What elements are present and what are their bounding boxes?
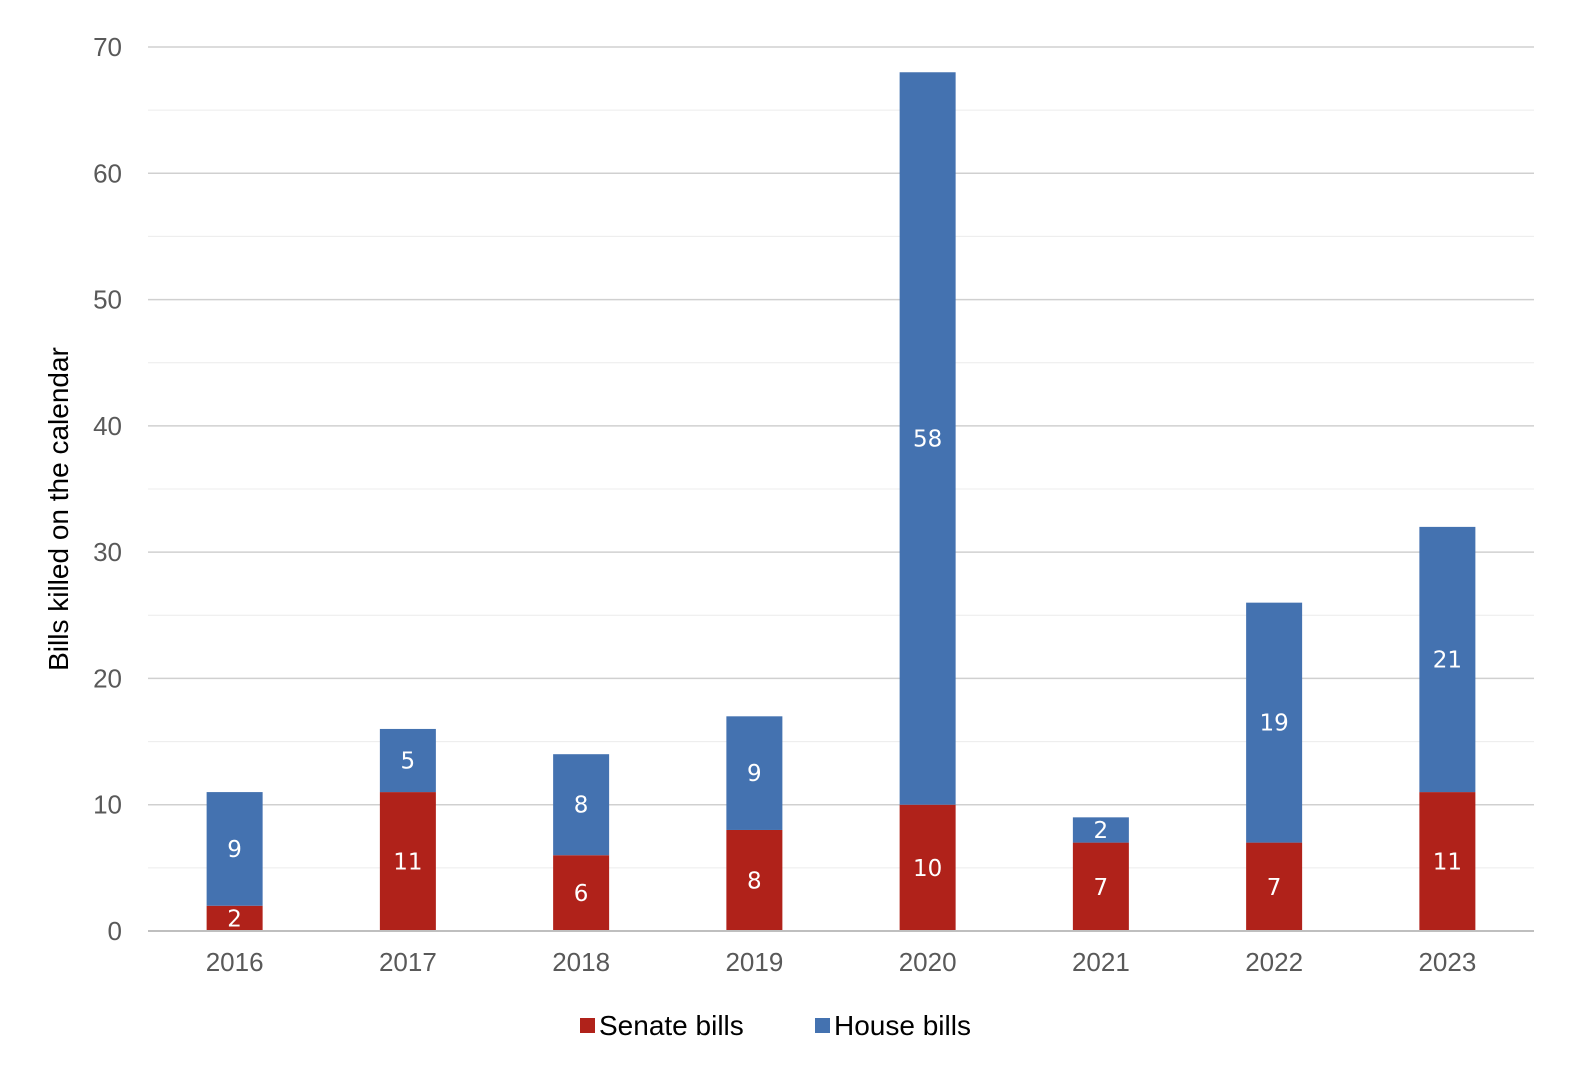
- data-label-house-2018: 8: [574, 793, 589, 819]
- bar-house-2021: [1072, 817, 1129, 843]
- data-label-senate-2023: 11: [1433, 850, 1462, 876]
- data-label-house-2023: 21: [1433, 647, 1462, 673]
- x-tick-label: 2016: [206, 947, 264, 977]
- data-label-house-2022: 19: [1259, 711, 1288, 737]
- bar-house-2023: [1419, 526, 1476, 793]
- x-tick-label: 2020: [899, 947, 957, 977]
- x-tick-label: 2023: [1418, 947, 1476, 977]
- data-label-senate-2016: 2: [227, 906, 242, 932]
- gridlines: [148, 46, 1534, 869]
- data-label-senate-2017: 11: [393, 850, 422, 876]
- x-axis-ticks: 2016 2017 2018 2019 2020 2021 2022 2023: [206, 947, 1477, 977]
- x-tick-label: 2019: [725, 947, 783, 977]
- bars: [206, 72, 1476, 931]
- y-tick-label: 0: [108, 916, 122, 946]
- data-label-house-2020: 58: [913, 426, 942, 452]
- bar-senate-2023: [1419, 792, 1476, 931]
- y-tick-label: 10: [93, 790, 122, 820]
- x-tick-label: 2022: [1245, 947, 1303, 977]
- data-label-senate-2019: 8: [747, 868, 762, 894]
- legend-swatch-house: [815, 1018, 830, 1033]
- y-tick-label: 40: [93, 411, 122, 441]
- bar-senate-2017: [379, 792, 436, 931]
- legend-swatch-senate: [580, 1018, 595, 1033]
- data-label-senate-2022: 7: [1267, 875, 1282, 901]
- bar-senate-2019: [726, 829, 783, 931]
- y-tick-label: 70: [93, 32, 122, 62]
- y-axis-label: Bills killed on the calendar: [43, 347, 74, 671]
- y-tick-label: 30: [93, 537, 122, 567]
- bar-senate-2018: [553, 855, 610, 931]
- bar-house-2018: [553, 754, 610, 856]
- y-axis-ticks: 0 10 20 30 40 50 60 70: [93, 32, 122, 946]
- data-label-senate-2020: 10: [913, 856, 942, 882]
- bar-house-2020: [899, 72, 956, 805]
- bar-house-2019: [726, 716, 783, 830]
- data-label-senate-2018: 6: [574, 881, 589, 907]
- y-tick-label: 20: [93, 663, 122, 693]
- data-label-senate-2021: 7: [1094, 875, 1109, 901]
- bar-house-2022: [1246, 602, 1303, 843]
- data-label-house-2016: 9: [227, 837, 242, 863]
- data-label-house-2019: 9: [747, 761, 762, 787]
- bar-senate-2021: [1072, 842, 1129, 931]
- data-label-house-2021: 2: [1094, 818, 1109, 844]
- bar-house-2017: [379, 728, 436, 793]
- legend: Senate bills House bills: [580, 1010, 971, 1041]
- bar-house-2016: [206, 792, 263, 906]
- y-tick-label: 60: [93, 158, 122, 188]
- bar-senate-2020: [899, 804, 956, 931]
- legend-label-senate: Senate bills: [599, 1010, 744, 1041]
- x-tick-label: 2017: [379, 947, 437, 977]
- y-tick-label: 50: [93, 285, 122, 315]
- x-tick-label: 2021: [1072, 947, 1130, 977]
- data-label-house-2017: 5: [401, 749, 416, 775]
- x-tick-label: 2018: [552, 947, 610, 977]
- bar-senate-2016: [206, 905, 263, 931]
- legend-label-house: House bills: [834, 1010, 971, 1041]
- bar-senate-2022: [1246, 842, 1303, 931]
